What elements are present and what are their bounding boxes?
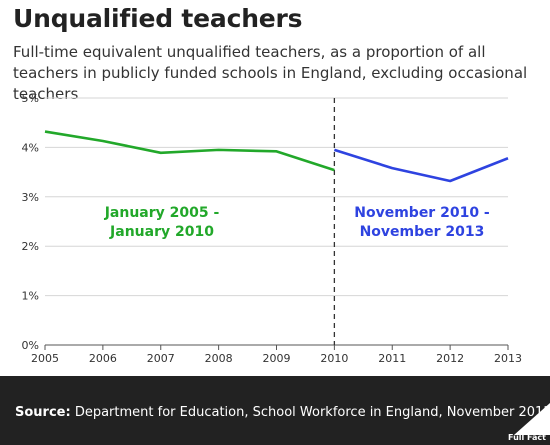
- source-note: Source: Department for Education, School…: [15, 405, 550, 420]
- series-line-2: [333, 148, 509, 183]
- source-label: Source:: [15, 405, 71, 420]
- x-tick-label: 2010: [320, 352, 348, 365]
- source-text: Department for Education, School Workfor…: [74, 405, 550, 420]
- x-tick-label: 2009: [263, 352, 291, 365]
- y-tick-label: 4%: [22, 141, 39, 154]
- logo-text: Full Fact: [508, 433, 546, 442]
- full-fact-logo-icon: [514, 403, 550, 435]
- footer-bar: Source: Department for Education, School…: [0, 376, 550, 445]
- y-tick-label: 1%: [22, 290, 39, 303]
- y-tick-label: 0%: [22, 339, 39, 352]
- series-line-1: [44, 130, 335, 172]
- series-label-2: November 2010 -: [354, 205, 490, 221]
- y-tick-label: 2%: [22, 240, 39, 253]
- x-tick-label: 2005: [31, 352, 59, 365]
- series-label-2: November 2013: [360, 224, 485, 240]
- y-tick-label: 3%: [22, 191, 39, 204]
- series-label-1: January 2010: [109, 224, 214, 240]
- x-tick-label: 2012: [436, 352, 464, 365]
- x-tick-label: 2007: [147, 352, 175, 365]
- x-tick-label: 2011: [378, 352, 406, 365]
- x-tick-label: 2006: [89, 352, 117, 365]
- x-tick-label: 2008: [205, 352, 233, 365]
- line-chart: 0% 1% 2% 3% 4% 5% 2005 2006 2007 2008 2009 2010 2011…: [22, 92, 522, 365]
- series-label-1: January 2005 -: [104, 205, 220, 221]
- chart-title: Unqualified teachers: [13, 4, 303, 33]
- x-tick-label: 2013: [494, 352, 522, 365]
- y-tick-label: 5%: [22, 92, 39, 105]
- chart-subtitle: Full-time equivalent unqualified teacher…: [13, 43, 528, 103]
